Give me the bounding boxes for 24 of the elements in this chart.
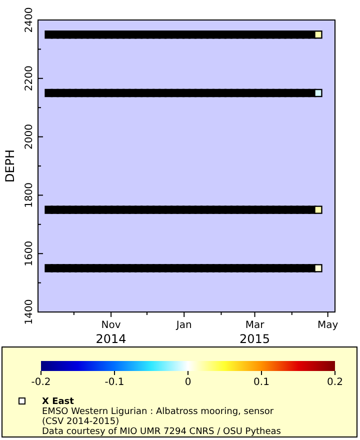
point bbox=[314, 30, 322, 39]
y-tick-label: 1400 bbox=[24, 299, 35, 325]
text: (CSV 2014-2015) bbox=[42, 417, 120, 427]
color-bar-label: -0.2 bbox=[31, 377, 51, 388]
y-tick-label: 2000 bbox=[24, 124, 35, 150]
y-tick-label: 2400 bbox=[24, 7, 35, 33]
y-axis-title: DEPH bbox=[3, 149, 17, 183]
color-bar-label: 0.2 bbox=[327, 377, 343, 388]
text: Data courtesy of MIO UMR 7294 CNRS / OSU Pytheas bbox=[42, 427, 282, 437]
y-tick-label: 2200 bbox=[24, 66, 35, 92]
color-bar-label: 0 bbox=[184, 377, 192, 388]
point bbox=[314, 88, 322, 98]
y-tick-label: 1800 bbox=[24, 182, 35, 208]
color-bar-title: X East bbox=[42, 397, 75, 407]
text: EMSO Western Ligurian : Albatross mooring, sensor bbox=[42, 407, 274, 417]
point bbox=[314, 206, 322, 214]
color-bar-label: -0.1 bbox=[104, 377, 124, 388]
point bbox=[314, 264, 322, 272]
color-bar-label: 0.1 bbox=[254, 377, 270, 388]
x-tick-label: Nov 2014 bbox=[96, 320, 126, 346]
x-tick-label: Mar 2015 bbox=[239, 320, 270, 346]
x-tick-label: May bbox=[317, 320, 338, 331]
y-tick-label: 1600 bbox=[24, 240, 35, 266]
x-tick-label: Jan bbox=[175, 320, 192, 331]
